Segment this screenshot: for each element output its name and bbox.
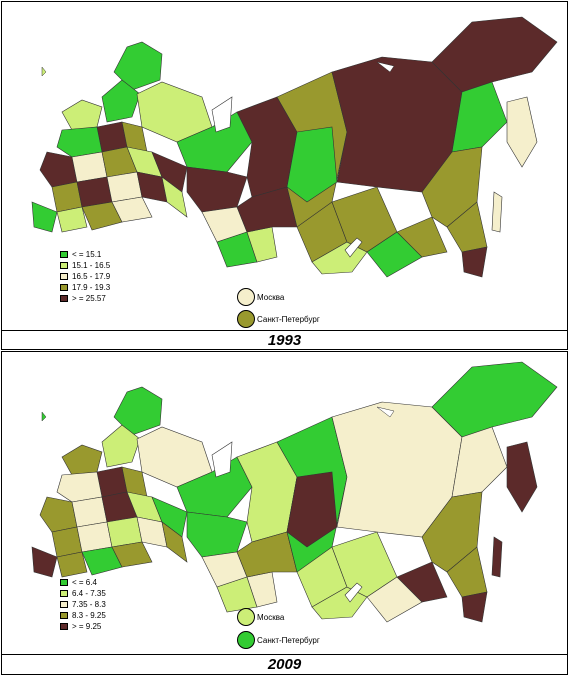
spb-marker: Санкт-Петербург xyxy=(237,631,320,649)
legend-swatch xyxy=(60,251,68,258)
legend-swatch xyxy=(60,623,68,630)
map-panel-1993: < = 15.1 15.1 - 16.5 16.5 - 17.9 17.9 - … xyxy=(1,1,568,331)
legend-item: 17.9 - 19.3 xyxy=(60,282,110,293)
region-kamchatka xyxy=(506,96,538,168)
region-magadan xyxy=(451,81,508,153)
legend-label: 17.9 - 19.3 xyxy=(72,283,111,292)
lake-baikal xyxy=(344,582,363,603)
legend-item: 15.1 - 16.5 xyxy=(60,260,110,271)
legend-swatch xyxy=(60,590,68,597)
legend-swatch xyxy=(60,295,68,302)
russia-map-1993 xyxy=(31,16,558,278)
legend-label: < = 15.1 xyxy=(72,250,102,259)
legend-label: 6.4 - 7.35 xyxy=(72,589,106,598)
legend-item: 7.35 - 8.3 xyxy=(60,599,106,610)
spb-label: Санкт-Петербург xyxy=(257,635,320,645)
spb-marker: Санкт-Петербург xyxy=(237,310,320,328)
moscow-marker: Москва xyxy=(237,608,284,626)
spb-dot xyxy=(237,631,255,649)
legend-item: 8.3 - 9.25 xyxy=(60,610,106,621)
legend-label: < = 6.4 xyxy=(72,578,97,587)
moscow-dot xyxy=(237,608,255,626)
moscow-label: Москва xyxy=(257,612,285,622)
region-chukotka xyxy=(431,361,558,438)
legend-swatch xyxy=(60,284,68,291)
caption-1993: 1993 xyxy=(1,331,568,350)
legend-item: > = 25.57 xyxy=(60,293,110,304)
legend-2009: < = 6.4 6.4 - 7.35 7.35 - 8.3 8.3 - 9.25… xyxy=(60,577,106,632)
lake-baikal xyxy=(344,237,363,258)
legend-item: 6.4 - 7.35 xyxy=(60,588,106,599)
legend-label: 15.1 - 16.5 xyxy=(72,261,111,270)
legend-label: 7.35 - 8.3 xyxy=(72,600,106,609)
region-magadan xyxy=(451,426,508,498)
legend-label: 8.3 - 9.25 xyxy=(72,611,106,620)
moscow-dot xyxy=(237,288,255,306)
legend-1993: < = 15.1 15.1 - 16.5 16.5 - 17.9 17.9 - … xyxy=(60,249,110,304)
legend-swatch xyxy=(60,262,68,269)
legend-item: 16.5 - 17.9 xyxy=(60,271,110,282)
caption-2009: 2009 xyxy=(1,655,568,675)
region-karelia xyxy=(101,424,141,468)
legend-label: > = 25.57 xyxy=(72,294,106,303)
legend-item: > = 9.25 xyxy=(60,621,106,632)
region-ural xyxy=(186,511,248,558)
spb-dot xyxy=(237,310,255,328)
legend-item: < = 6.4 xyxy=(60,577,106,588)
map-panel-2009: < = 6.4 6.4 - 7.35 7.35 - 8.3 8.3 - 9.25… xyxy=(1,351,568,655)
spb-label: Санкт-Петербург xyxy=(257,314,320,324)
region-ural xyxy=(186,166,248,213)
russia-map-2009 xyxy=(31,361,558,623)
region-chukotka xyxy=(431,16,558,93)
legend-label: 16.5 - 17.9 xyxy=(72,272,111,281)
moscow-marker: Москва xyxy=(237,288,284,306)
moscow-label: Москва xyxy=(257,292,285,302)
legend-item: < = 15.1 xyxy=(60,249,110,260)
region-kamchatka xyxy=(506,441,538,513)
region-evenkia xyxy=(286,126,338,203)
region-karelia xyxy=(101,79,141,123)
legend-swatch xyxy=(60,273,68,280)
legend-swatch xyxy=(60,612,68,619)
legend-label: > = 9.25 xyxy=(72,622,102,631)
region-evenkia xyxy=(286,471,338,548)
legend-swatch xyxy=(60,601,68,608)
legend-swatch xyxy=(60,579,68,586)
